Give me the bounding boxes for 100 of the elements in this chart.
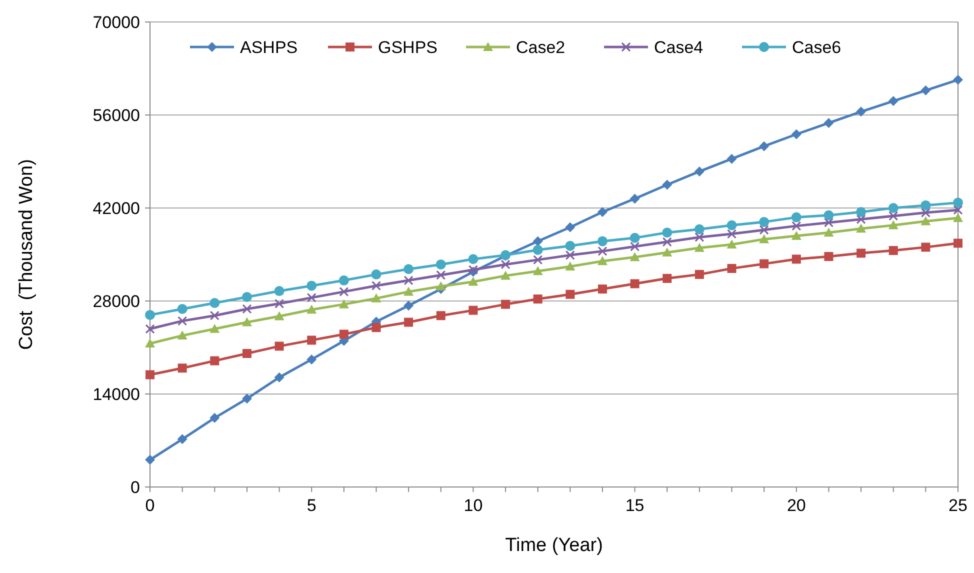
- point: [338, 299, 349, 308]
- point: [274, 311, 284, 320]
- point: [242, 292, 252, 302]
- point: [824, 228, 834, 237]
- point: [630, 194, 640, 204]
- point: [694, 270, 704, 279]
- point: [726, 220, 737, 230]
- point: [630, 242, 640, 252]
- point: [598, 246, 608, 256]
- legend-label: Case6: [792, 38, 842, 57]
- point: [178, 364, 187, 373]
- point: [792, 221, 802, 231]
- point: [532, 266, 543, 276]
- point: [759, 234, 770, 244]
- point: [953, 212, 963, 222]
- point: [726, 229, 737, 239]
- point: [242, 394, 252, 404]
- x-tick-label: 25: [948, 496, 968, 515]
- y-tick-label: 14000: [92, 384, 140, 404]
- point: [630, 252, 640, 262]
- point: [856, 106, 866, 117]
- point: [436, 259, 446, 270]
- point: [436, 281, 446, 290]
- point: [339, 286, 349, 296]
- point: [726, 154, 737, 164]
- point: [178, 316, 188, 326]
- point: [532, 236, 543, 246]
- point: [953, 205, 963, 215]
- point: [856, 214, 866, 224]
- point: [597, 236, 608, 246]
- point: [177, 330, 188, 340]
- point: [565, 250, 575, 260]
- point: [404, 300, 414, 311]
- point: [694, 166, 704, 176]
- point: [791, 230, 802, 240]
- point: [404, 276, 414, 286]
- point: [210, 412, 220, 423]
- point: [856, 248, 866, 258]
- point: [468, 306, 478, 315]
- point: [856, 206, 866, 217]
- point: [210, 356, 220, 366]
- point: [404, 264, 414, 274]
- point: [372, 323, 381, 332]
- x-tick-label: 0: [145, 496, 155, 515]
- point: [824, 218, 834, 228]
- point: [242, 348, 252, 358]
- point: [662, 228, 672, 238]
- point: [759, 141, 770, 152]
- point: [824, 210, 834, 220]
- point: [145, 310, 155, 320]
- point: [210, 324, 220, 333]
- point: [177, 304, 188, 314]
- point: [921, 242, 930, 252]
- y-axis-title: Cost (Thousand Won): [16, 159, 37, 350]
- point: [920, 216, 931, 226]
- point: [565, 222, 576, 232]
- point: [662, 237, 672, 247]
- point: [468, 276, 478, 286]
- y-tick-label: 70000: [92, 12, 140, 32]
- point: [371, 269, 382, 280]
- point: [824, 252, 834, 261]
- point: [824, 118, 834, 128]
- point: [145, 324, 155, 334]
- x-tick-label: 20: [786, 496, 806, 515]
- point: [436, 270, 446, 280]
- point: [792, 254, 801, 264]
- point: [306, 354, 317, 364]
- point: [953, 198, 963, 208]
- point: [597, 206, 608, 217]
- point: [500, 270, 511, 280]
- point: [726, 240, 737, 249]
- point: [371, 280, 382, 291]
- point: [920, 200, 931, 210]
- point: [306, 280, 317, 291]
- point: [565, 261, 576, 270]
- point: [759, 225, 769, 235]
- point: [694, 242, 704, 252]
- point: [953, 74, 963, 85]
- point: [533, 294, 542, 304]
- y-tick-label: 28000: [92, 292, 140, 311]
- point: [598, 284, 607, 294]
- point: [404, 318, 414, 327]
- point: [274, 342, 284, 351]
- point: [888, 211, 898, 221]
- point: [501, 300, 510, 309]
- point: [242, 317, 252, 326]
- legend-label: ASHPS: [240, 38, 298, 57]
- point: [532, 244, 543, 255]
- x-axis-title: Time (Year): [505, 535, 603, 556]
- point: [274, 286, 284, 296]
- x-tick-label: 5: [306, 496, 316, 515]
- legend-label: GSHPS: [378, 38, 438, 57]
- point: [307, 336, 316, 345]
- point: [888, 220, 898, 230]
- point: [306, 292, 316, 302]
- point: [856, 224, 866, 233]
- point: [920, 208, 930, 218]
- point: [791, 129, 802, 140]
- legend-label: Case4: [654, 38, 704, 57]
- point: [145, 338, 155, 348]
